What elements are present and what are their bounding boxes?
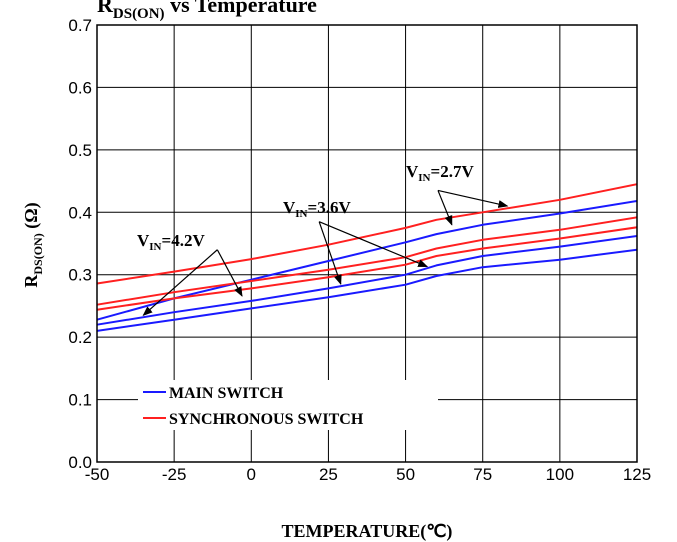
y-tick-label: 0.1 <box>68 391 92 410</box>
x-axis-label: TEMPERATURE(℃) <box>282 521 453 542</box>
annotation-vin-2-7: VIN=2.7V <box>406 162 474 184</box>
annotation-arrow <box>318 221 429 268</box>
series-line-sync-4-2V <box>96 226 638 311</box>
y-tick-label: 0.3 <box>68 266 92 285</box>
x-tick-label: -50 <box>85 465 110 484</box>
y-tick-label: 0.5 <box>68 141 92 160</box>
legend-label-main: MAIN SWITCH <box>169 385 284 402</box>
plot-frame <box>96 24 638 463</box>
series-lines <box>96 183 638 332</box>
x-tick-label: 75 <box>473 465 492 484</box>
series-line-sync-2-7V <box>96 183 638 285</box>
x-tick-label: 100 <box>546 465 574 484</box>
legend: MAIN SWITCH SYNCHRONOUS SWITCH <box>138 380 438 430</box>
x-tick-label: 0 <box>247 465 256 484</box>
annotation-arrow <box>318 221 342 286</box>
y-tick-labels: 0.0 0.1 0.2 0.3 0.4 0.5 0.6 0.7 <box>68 16 92 472</box>
x-tick-label: -25 <box>162 465 187 484</box>
x-tick-labels: -50 -25 0 25 50 75 100 125 <box>85 465 651 484</box>
annotation-vin-4-2: VIN=4.2V <box>137 231 205 253</box>
y-tick-label: 0.7 <box>68 16 92 35</box>
y-tick-label: 0.2 <box>68 328 92 347</box>
annotation-arrow <box>142 249 218 316</box>
annotation-arrow <box>437 189 509 208</box>
y-tick-label: 0.0 <box>68 453 92 472</box>
y-axis-label: RDS(ON) (Ω) <box>21 202 45 287</box>
legend-background <box>138 380 438 430</box>
series-line-main-4-2V <box>96 248 638 332</box>
series-line-main-2-7V <box>96 200 638 321</box>
x-tick-label: 25 <box>319 465 338 484</box>
annotation-vin-3-6: VIN=3.6V <box>283 198 351 220</box>
chart-title: RDS(ON) vs Temperature <box>97 0 317 22</box>
y-tick-label: 0.4 <box>68 203 92 222</box>
vin-annotations: VIN=2.7V VIN=3.6V VIN=4.2V <box>137 162 509 316</box>
legend-label-sync: SYNCHRONOUS SWITCH <box>169 411 364 428</box>
x-tick-label: 50 <box>396 465 415 484</box>
annotation-arrow <box>437 190 453 226</box>
series-line-main-3-6V <box>96 235 638 326</box>
x-tick-label: 125 <box>623 465 651 484</box>
annotation-arrow <box>216 249 243 297</box>
y-tick-label: 0.6 <box>68 78 92 97</box>
